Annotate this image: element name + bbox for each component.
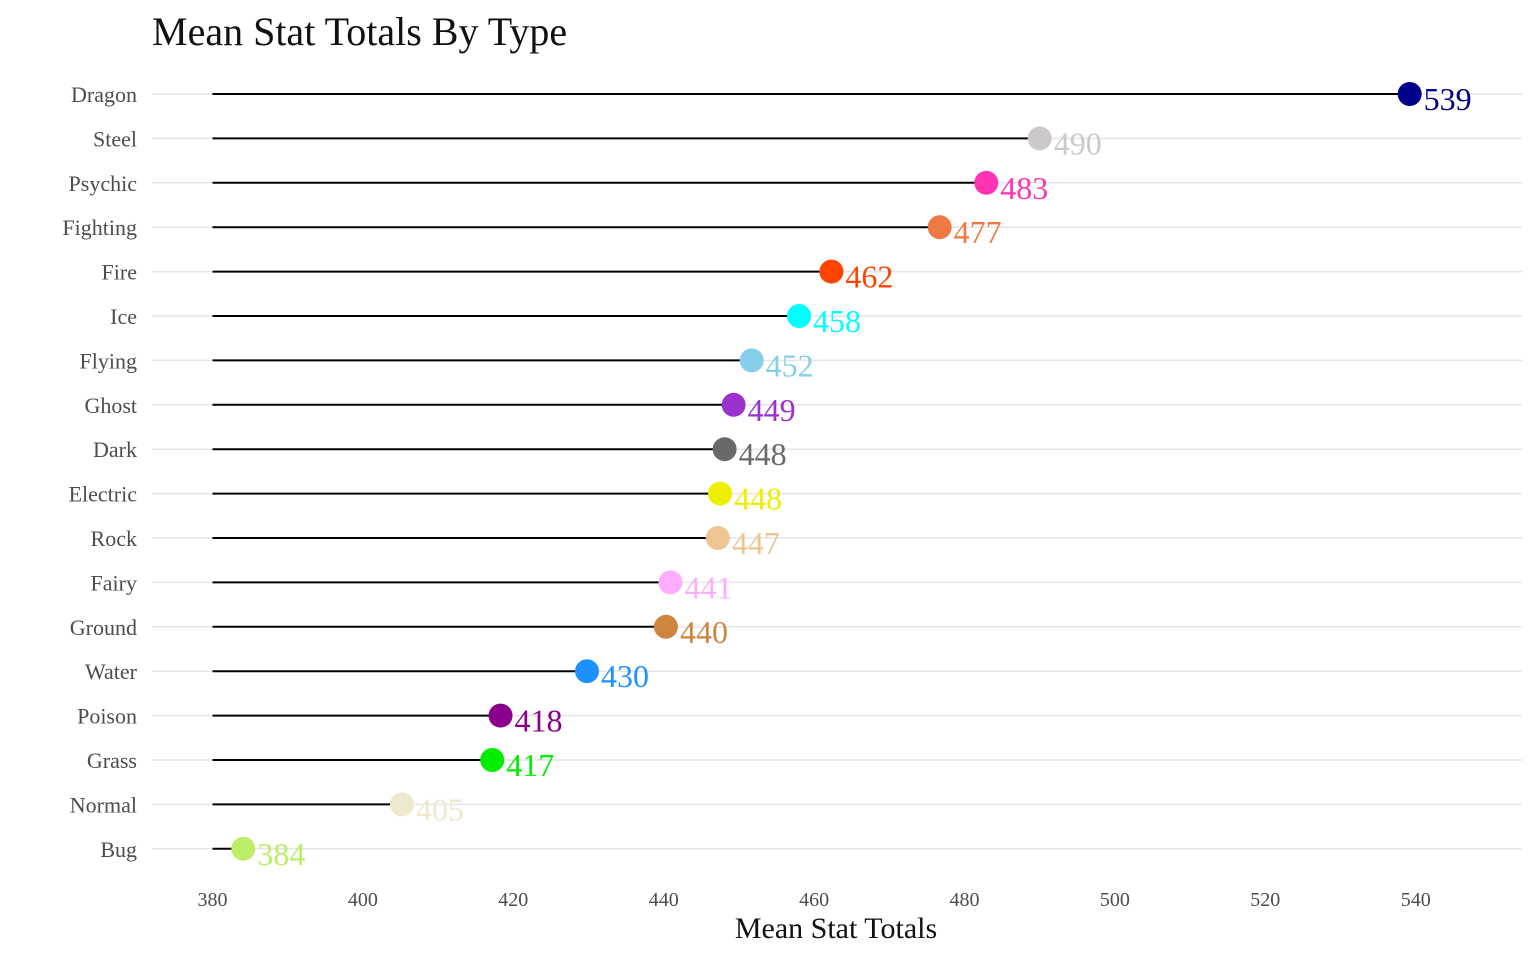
data-label: 477 (954, 214, 1002, 250)
y-tick-label: Ice (110, 304, 137, 329)
x-tick-label: 400 (348, 889, 378, 911)
data-point (1027, 126, 1052, 151)
data-label: 483 (1000, 170, 1048, 206)
y-tick-label: Fire (102, 260, 137, 285)
x-axis-title: Mean Stat Totals (734, 912, 938, 945)
x-tick-label: 480 (950, 889, 980, 911)
y-tick-label: Grass (87, 748, 137, 773)
data-label: 430 (601, 658, 649, 694)
y-tick-label: Fairy (91, 570, 137, 595)
x-tick-label: 540 (1401, 889, 1431, 911)
data-label: 447 (732, 525, 780, 561)
lollipop-points (231, 82, 1422, 861)
chart-title: Mean Stat Totals By Type (152, 9, 568, 54)
y-tick-label: Flying (80, 348, 137, 373)
data-label: 441 (684, 569, 732, 605)
data-point (739, 348, 764, 373)
x-tick-label: 420 (498, 889, 528, 911)
x-tick-label: 380 (198, 889, 228, 911)
y-tick-label: Rock (91, 526, 137, 551)
y-tick-label: Fighting (62, 215, 137, 240)
data-label: 448 (739, 436, 787, 472)
y-tick-label: Dragon (71, 82, 137, 107)
data-label: 462 (845, 259, 893, 295)
data-label: 418 (515, 703, 563, 739)
grid-lines (152, 93, 1522, 850)
data-label: 539 (1424, 81, 1472, 117)
data-point (1397, 82, 1422, 106)
data-point (488, 703, 513, 728)
y-tick-label: Water (85, 659, 138, 684)
data-label: 440 (680, 614, 728, 650)
y-tick-label: Dark (93, 437, 137, 462)
y-tick-label: Electric (69, 482, 138, 507)
data-label: 384 (257, 836, 305, 872)
y-axis-labels: Dragon Steel Psychic Fighting Fire Ice Flying G… (62, 82, 137, 862)
data-label: 490 (1054, 125, 1102, 161)
data-label: 417 (506, 747, 554, 783)
data-point (712, 437, 737, 462)
data-point (787, 304, 812, 328)
data-label: 458 (813, 303, 861, 339)
y-tick-label: Steel (93, 126, 137, 151)
y-tick-label: Psychic (69, 171, 138, 196)
y-tick-label: Bug (100, 837, 137, 862)
data-label: 449 (748, 392, 796, 428)
data-point (708, 481, 733, 506)
lollipop-stems (212, 93, 1410, 850)
data-label: 405 (416, 791, 464, 827)
x-tick-label: 520 (1250, 889, 1280, 911)
data-point (705, 526, 730, 550)
data-point (653, 614, 678, 639)
y-tick-label: Ground (70, 615, 137, 640)
y-tick-label: Normal (70, 792, 137, 817)
data-label: 448 (734, 481, 782, 517)
data-point (231, 836, 256, 861)
x-tick-label: 440 (649, 889, 679, 911)
data-point (721, 392, 746, 417)
data-point (819, 259, 844, 284)
x-tick-label: 500 (1100, 889, 1130, 911)
data-point (974, 170, 999, 195)
data-point (390, 792, 415, 817)
y-tick-label: Ghost (84, 393, 137, 418)
data-label: 452 (766, 347, 814, 383)
x-axis-labels: 380 400 420 440 460 480 500 520 540 (198, 889, 1431, 911)
data-point (480, 748, 505, 772)
data-point (927, 215, 952, 240)
x-tick-label: 460 (799, 889, 829, 911)
data-point (658, 570, 683, 595)
y-tick-label: Poison (77, 704, 137, 729)
data-point (574, 659, 599, 684)
